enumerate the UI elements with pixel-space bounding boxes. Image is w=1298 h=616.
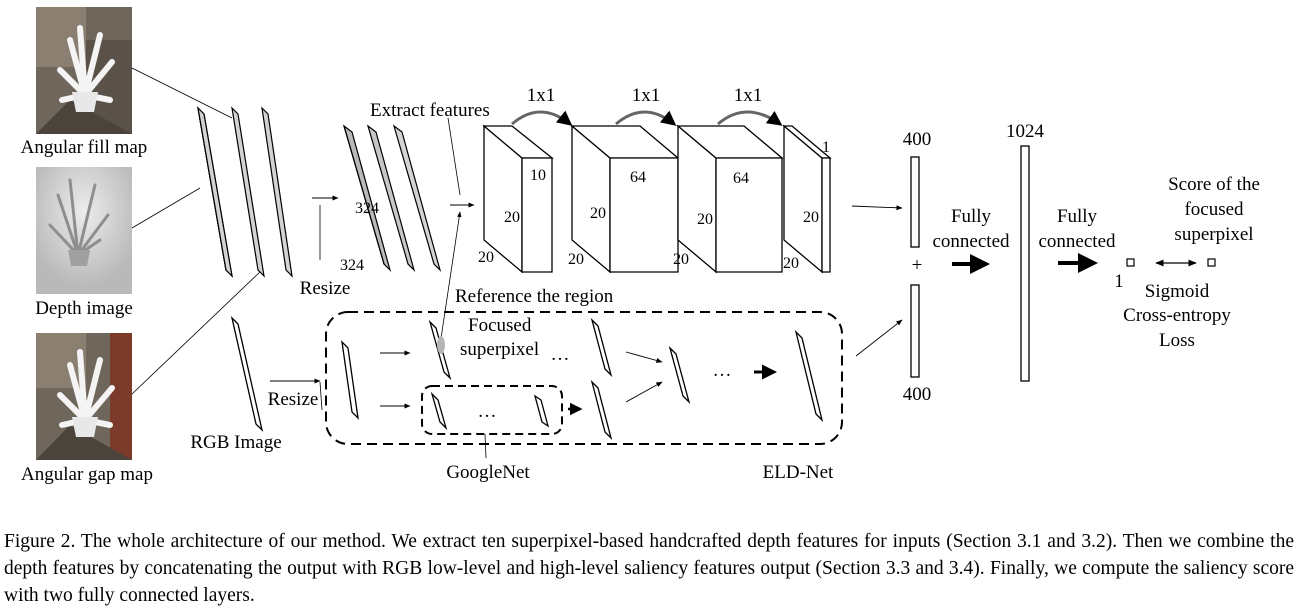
target-node [1207, 258, 1216, 267]
score-label-2: focused [1184, 199, 1244, 220]
focused-label-2: superpixel [460, 339, 539, 360]
loss-label-1: Sigmoid [1145, 281, 1210, 302]
fc-400-top-label: 400 [903, 129, 932, 150]
to-fc-bottom-arrow [855, 319, 903, 357]
eld-slab-b [590, 379, 613, 441]
b2-h-dim: 20 [590, 205, 606, 222]
input-width-dim: 324 [355, 200, 379, 217]
eld-net-box [325, 311, 843, 445]
conv-1x1-label-1: 1x1 [527, 85, 556, 106]
conv-block-3 [676, 124, 784, 274]
resize-tick-bottom [319, 381, 323, 411]
googlenet-box [421, 385, 563, 435]
rgb-image-label: RGB Image [190, 432, 281, 453]
googlenet-label: GoogleNet [446, 462, 530, 483]
ellipsis-googlenet: … [478, 401, 497, 422]
fc-400-bottom-label: 400 [903, 384, 932, 405]
fully-connected-2-line2: connected [1038, 231, 1116, 252]
googlenet-slab-1 [430, 391, 448, 431]
conv-block-4 [782, 124, 832, 274]
fc-400-top [910, 156, 920, 248]
b4-depth-dim: 1 [822, 139, 830, 156]
merge-arrow-b [625, 381, 663, 403]
b1-depth-dim: 10 [530, 167, 546, 184]
gap-map-connector [131, 269, 263, 395]
conv-1x1-arrow-2 [615, 110, 677, 126]
b3-w-dim: 20 [673, 251, 689, 268]
to-fc-top-arrow [851, 205, 903, 211]
depth-image [36, 167, 132, 294]
rgb-image [230, 315, 264, 433]
resize-label-bottom: Resize [268, 389, 319, 410]
depth-image-label: Depth image [35, 298, 133, 319]
resize-label-top: Resize [300, 278, 351, 299]
fully-connected-2-line1: Fully [1057, 206, 1098, 227]
merge-arrow-a [625, 351, 663, 363]
b4-h-dim: 20 [803, 209, 819, 226]
output-node [1126, 258, 1135, 267]
fully-connected-1-line2: connected [932, 231, 1010, 252]
googlenet-slab-2 [533, 394, 550, 428]
focused-superpixel-marker [437, 336, 445, 354]
fully-connected-1-line1: Fully [951, 206, 992, 227]
eld-input-slab [341, 340, 359, 420]
conv-1x1-arrow-3 [717, 110, 783, 126]
conv-block-1 [482, 124, 554, 274]
fc-1024 [1020, 145, 1030, 382]
ellipsis-top: … [551, 344, 570, 365]
angular-fill-map-image [36, 7, 132, 134]
input-height-dim: 324 [340, 257, 364, 274]
angular-gap-map-image [36, 333, 132, 460]
eld-slab-a [590, 317, 613, 378]
concat-plus: + [912, 255, 923, 276]
googlenet-leader [484, 433, 487, 459]
fill-map-connector [131, 67, 233, 119]
extract-features-label: Extract features [370, 100, 490, 121]
b3-h-dim: 20 [697, 211, 713, 228]
reference-arrow [439, 211, 462, 346]
eld-net-label: ELD-Net [763, 462, 834, 483]
b3-depth-dim: 64 [733, 170, 749, 187]
fc-1024-label: 1024 [1006, 121, 1045, 142]
conv-1x1-arrow-1 [511, 110, 573, 126]
reference-region-label: Reference the region [455, 286, 614, 307]
loss-label-3: Loss [1159, 330, 1195, 351]
depth-connector [131, 187, 201, 229]
architecture-diagram: Angular fill map Depth image Angular gap… [21, 7, 1260, 485]
depth-feature-stack [197, 106, 293, 278]
b1-h-dim: 20 [504, 209, 520, 226]
b1-w-dim: 20 [478, 249, 494, 266]
fc-400-bottom [910, 284, 920, 378]
loss-label-2: Cross-entropy [1123, 305, 1231, 326]
angular-gap-map-label: Angular gap map [21, 464, 153, 485]
figure-caption: Figure 2. The whole architecture of our … [4, 531, 1294, 606]
conv-block-2 [570, 124, 680, 274]
b4-w-dim: 20 [783, 255, 799, 272]
resized-stack [342, 124, 442, 273]
score-label-3: superpixel [1174, 224, 1253, 245]
eld-slab-c [668, 345, 691, 405]
b2-depth-dim: 64 [630, 169, 646, 186]
score-label-1: Score of the [1168, 174, 1260, 195]
b2-w-dim: 20 [568, 251, 584, 268]
angular-fill-map-label: Angular fill map [21, 137, 148, 158]
extract-features-leader [447, 117, 461, 196]
eld-slab-d [794, 329, 824, 423]
output-one-label: 1 [1114, 271, 1124, 292]
focused-label-1: Focused [468, 315, 532, 336]
ellipsis-eld: … [713, 360, 732, 381]
conv-1x1-label-2: 1x1 [632, 85, 661, 106]
conv-1x1-label-3: 1x1 [734, 85, 763, 106]
